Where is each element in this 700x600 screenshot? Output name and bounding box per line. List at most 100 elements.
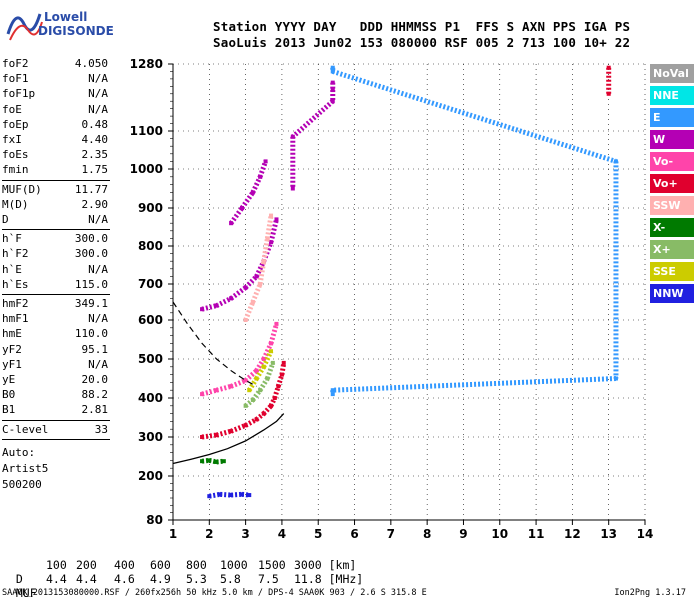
series-group	[200, 360, 287, 440]
param-name: B1	[2, 403, 16, 417]
param-name: foE	[2, 102, 22, 116]
param-row: foE N/A	[2, 103, 108, 118]
x-tick-label: 5	[314, 527, 322, 541]
param-value: 20.0	[81, 373, 109, 386]
param-name: B0	[2, 388, 16, 402]
echo-trace	[201, 457, 210, 464]
param-name: foF2	[2, 57, 29, 70]
y-tick-label: 200	[138, 469, 163, 483]
echo-point	[274, 217, 279, 222]
muf-value: 4.9	[150, 572, 171, 586]
legend-item: X+	[650, 240, 694, 259]
echo-trace	[230, 422, 247, 434]
legend-item: SSW	[650, 196, 694, 215]
y-tick-label: 500	[138, 352, 163, 366]
echo-trace	[261, 350, 274, 368]
distance-value: 800	[186, 558, 207, 572]
param-value: 2.90	[81, 197, 109, 211]
distance-value: 1000	[220, 558, 248, 572]
param-row: hmE 110.0	[2, 327, 108, 342]
muf-value: 11.8 [MHz]	[294, 572, 364, 586]
param-row: h`Es 115.0	[2, 278, 108, 293]
distance-value: 400	[114, 558, 135, 572]
x-tick-label: 4	[278, 527, 286, 541]
param-row: MUF(D) 11.77	[2, 183, 108, 198]
echo-trace	[257, 160, 268, 178]
series-group	[200, 457, 226, 465]
electron-density-profile	[172, 413, 285, 465]
echo-point	[606, 91, 611, 96]
param-name: M(D)	[2, 197, 29, 211]
echo-trace	[216, 458, 225, 465]
param-name: h`F2	[2, 247, 29, 261]
legend-item: NNW	[650, 284, 694, 303]
legend-item: NNE	[650, 86, 694, 105]
y-tick-label: 1000	[130, 162, 163, 176]
param-separator	[2, 419, 110, 421]
param-row: B0 88.2	[2, 388, 108, 403]
echo-trace	[332, 376, 617, 393]
legend-item: NoVal	[650, 64, 694, 83]
y-tick-label: 800	[138, 239, 163, 253]
file-info-footer: SAA0K_2013153080000.RSF / 260fx256h 50 k…	[2, 588, 427, 598]
echo-trace	[254, 411, 266, 422]
param-name: h`E	[2, 262, 22, 276]
param-name: fxI	[2, 133, 22, 146]
param-name: h`F	[2, 232, 22, 246]
echo-trace	[239, 190, 255, 210]
param-name: foEp	[2, 117, 29, 131]
param-row: foEs 2.35	[2, 148, 108, 163]
param-value: 300.0	[74, 232, 108, 246]
x-tick-label: 14	[637, 527, 654, 541]
logo-emblem-icon	[6, 13, 43, 41]
echo-trace	[264, 215, 274, 239]
param-name: hmF2	[2, 297, 29, 310]
software-version: Ion2Png 1.3.17	[614, 588, 686, 598]
param-name: foF1p	[2, 87, 36, 101]
echo-trace	[201, 303, 218, 312]
param-name: yF1	[2, 357, 22, 371]
param-separator	[2, 179, 110, 181]
series-group	[200, 217, 279, 312]
series-group	[330, 65, 619, 397]
muf-value: 4.6	[114, 572, 135, 586]
echo-trace	[254, 260, 267, 278]
legend-item: SSE	[650, 262, 694, 281]
param-name: hmF1	[2, 312, 29, 326]
param-row: h`E N/A	[2, 263, 108, 278]
param-name: MUF(D)	[2, 182, 42, 196]
y-tick-label: 600	[138, 313, 163, 327]
param-name: yF2	[2, 342, 22, 356]
echo-trace	[250, 175, 263, 194]
param-value: N/A	[88, 102, 108, 116]
header-labels: Station YYYY DAY DDD HHMMSS P1 FFS S AXN…	[213, 19, 631, 34]
legend-item: X-	[650, 218, 694, 237]
autoscale-label: Auto:	[2, 445, 36, 459]
param-value: N/A	[88, 312, 108, 326]
distance-value: 600	[150, 558, 171, 572]
echo-trace	[215, 383, 232, 393]
echo-point	[281, 360, 286, 365]
echo-trace	[268, 396, 277, 407]
series-group	[290, 80, 336, 191]
x-tick-label: 13	[600, 527, 617, 541]
distance-value: 100	[46, 558, 67, 572]
param-row: foF2 4.050	[2, 57, 108, 72]
logo-line2: DIGISONDE	[38, 24, 114, 38]
param-row: yF1 N/A	[2, 358, 108, 373]
echo-trace	[268, 323, 279, 345]
param-name: foEs	[2, 148, 29, 162]
distance-label: D	[15, 572, 23, 586]
param-value: N/A	[88, 262, 108, 276]
echo-trace	[244, 398, 255, 408]
x-tick-label: 1	[169, 527, 177, 541]
echo-trace	[208, 491, 221, 499]
echo-trace	[220, 491, 232, 498]
param-value: 300.0	[74, 247, 108, 261]
lowell-digisonde-logo: Lowell DIGISONDE	[4, 4, 114, 46]
logo-line1: Lowell	[44, 10, 88, 24]
x-tick-label: 7	[387, 527, 395, 541]
distance-row: D	[2, 558, 23, 586]
echo-point	[247, 493, 252, 498]
